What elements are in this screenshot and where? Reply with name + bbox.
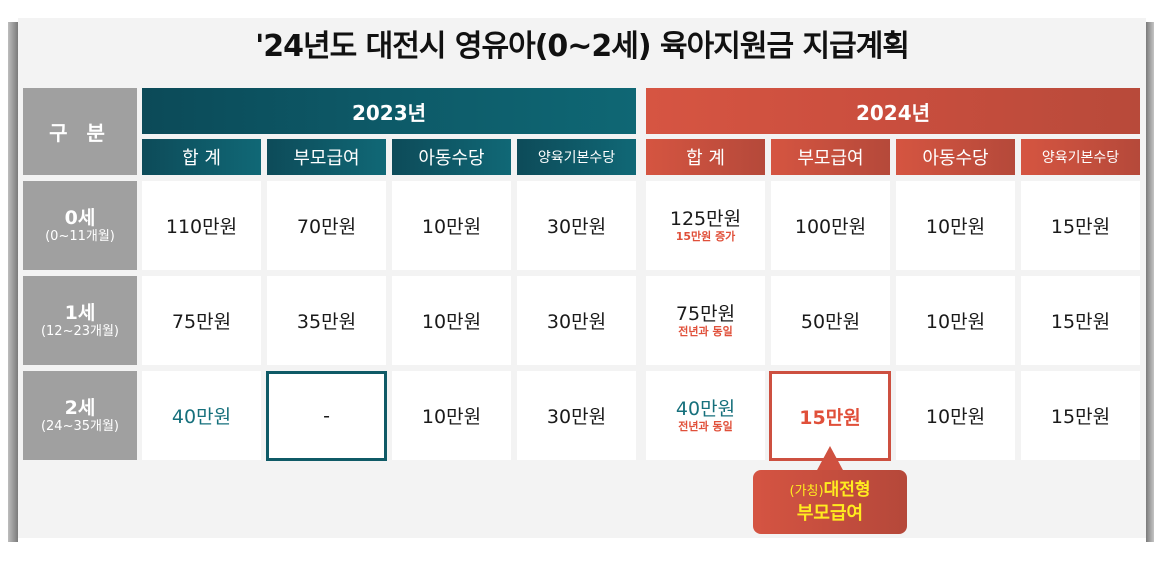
header-2024-total: 합 계 bbox=[646, 139, 765, 175]
callout-name: 대전형 bbox=[823, 480, 871, 500]
cell-2023-basic-age1: 30만원 bbox=[517, 276, 636, 365]
daejeon-parent-benefit-callout: (가칭)대전형 부모급여 bbox=[753, 470, 907, 534]
age-label: 1세 bbox=[64, 301, 96, 324]
header-2023-total: 합 계 bbox=[142, 139, 261, 175]
row-header-age-1: 1세 (12~23개월) bbox=[23, 276, 137, 365]
page-title: '24년도 대전시 영유아(0~2세) 육아지원금 지급계획 bbox=[255, 29, 910, 64]
change-note: 전년과 동일 bbox=[678, 324, 733, 338]
cell-2023-parent-age2-highlighted: - bbox=[266, 371, 387, 461]
cell-2024-child-age2: 10만원 bbox=[896, 371, 1015, 460]
months-label: (24~35개월) bbox=[40, 418, 120, 434]
header-2024-childcare-basic: 양육기본수당 bbox=[1021, 139, 1140, 175]
cell-2024-total-age1: 75만원 전년과 동일 bbox=[646, 276, 765, 365]
frame-shadow-right bbox=[1146, 22, 1154, 542]
row-header-age-2: 2세 (24~35개월) bbox=[23, 371, 137, 460]
total-value: 75만원 bbox=[675, 302, 736, 325]
total-value: 40만원 bbox=[675, 397, 736, 420]
cell-2024-basic-age1: 15만원 bbox=[1021, 276, 1140, 365]
header-year-2024: 2024년 bbox=[646, 88, 1140, 134]
frame-shadow-left bbox=[8, 22, 18, 542]
cell-2023-parent-age0: 70만원 bbox=[267, 181, 386, 270]
header-2024-child-allowance: 아동수당 bbox=[896, 139, 1015, 175]
cell-2024-basic-age2: 15만원 bbox=[1021, 371, 1140, 460]
callout-line2: 부모급여 bbox=[796, 503, 864, 524]
header-year-2023: 2023년 bbox=[142, 88, 636, 134]
callout-line1: (가칭)대전형 bbox=[753, 479, 907, 503]
change-note: 15만원 증가 bbox=[675, 229, 736, 243]
cell-2023-child-age1: 10만원 bbox=[392, 276, 511, 365]
cell-2024-child-age0: 10만원 bbox=[896, 181, 1015, 270]
change-note: 전년과 동일 bbox=[678, 419, 733, 433]
cell-2023-total-age0: 110만원 bbox=[142, 181, 261, 270]
age-label: 2세 bbox=[64, 396, 96, 419]
months-label: (0~11개월) bbox=[45, 228, 115, 244]
callout-prefix: (가칭) bbox=[789, 484, 824, 499]
cell-2023-total-age2: 40만원 bbox=[142, 371, 261, 460]
header-2023-childcare-basic: 양육기본수당 bbox=[517, 139, 636, 175]
cell-2024-basic-age0: 15만원 bbox=[1021, 181, 1140, 270]
header-2023-child-allowance: 아동수당 bbox=[392, 139, 511, 175]
cell-2023-child-age2: 10만원 bbox=[392, 371, 511, 460]
cell-2023-parent-age1: 35만원 bbox=[267, 276, 386, 365]
row-header-age-0: 0세 (0~11개월) bbox=[23, 181, 137, 270]
header-2024-parent-benefit: 부모급여 bbox=[771, 139, 890, 175]
total-value: 125만원 bbox=[669, 207, 742, 230]
callout-pointer-arrow-icon bbox=[816, 446, 844, 472]
cell-2024-parent-age0: 100만원 bbox=[771, 181, 890, 270]
cell-2024-parent-age1: 50만원 bbox=[771, 276, 890, 365]
cell-2024-total-age0: 125만원 15만원 증가 bbox=[646, 181, 765, 270]
cell-2023-basic-age0: 30만원 bbox=[517, 181, 636, 270]
months-label: (12~23개월) bbox=[40, 323, 120, 339]
age-label: 0세 bbox=[64, 206, 96, 229]
cell-2024-child-age1: 10만원 bbox=[896, 276, 1015, 365]
header-gubun: 구 분 bbox=[23, 88, 137, 175]
cell-2023-basic-age2: 30만원 bbox=[517, 371, 636, 460]
cell-2024-total-age2: 40만원 전년과 동일 bbox=[646, 371, 765, 460]
cell-2023-child-age0: 10만원 bbox=[392, 181, 511, 270]
header-2023-parent-benefit: 부모급여 bbox=[267, 139, 386, 175]
cell-2023-total-age1: 75만원 bbox=[142, 276, 261, 365]
